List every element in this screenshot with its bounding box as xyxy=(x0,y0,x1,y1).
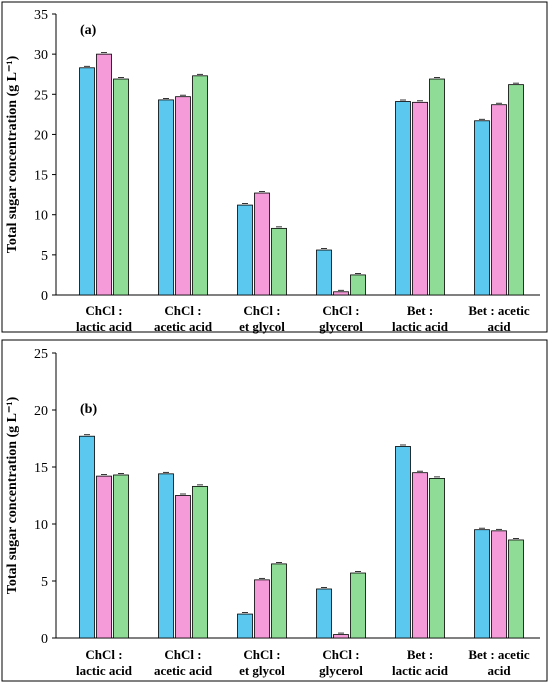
bar xyxy=(395,446,411,639)
y-tick-label: 10 xyxy=(34,518,48,533)
y-tick-label: 20 xyxy=(34,128,48,143)
bar xyxy=(333,291,349,296)
x-tick-label: ChCl : xyxy=(243,303,280,318)
y-axis-label: Total sugar concentration (g L⁻¹) xyxy=(5,55,20,253)
x-tick-label: lactic acid xyxy=(76,663,133,678)
y-tick-label: 0 xyxy=(41,289,48,304)
x-tick-label: Bet : acetic xyxy=(468,303,530,318)
y-tick-label: 0 xyxy=(41,632,48,647)
bar xyxy=(350,274,366,296)
bar xyxy=(79,67,95,296)
chart-panel-b: 0 5 10 15 20 25 Total sugar concentration (g L… xyxy=(1,339,548,682)
y-tick-label: 15 xyxy=(34,461,48,476)
y-tick-label: 35 xyxy=(34,8,48,23)
bar xyxy=(333,634,349,639)
bar xyxy=(96,53,112,296)
y-tick-label: 25 xyxy=(34,88,48,103)
x-tick-label: Bet : xyxy=(407,303,433,318)
x-tick-label: ChCl : xyxy=(322,647,359,662)
x-tick-label: lactic acid xyxy=(76,319,133,334)
bar xyxy=(316,588,332,639)
y-tick-label: 10 xyxy=(34,209,48,224)
bar xyxy=(158,99,174,296)
chart-panel-a: 0 5 10 15 20 25 30 35 Total sugar concentration … xyxy=(1,1,548,334)
bar xyxy=(316,249,332,296)
y-tick-label: 25 xyxy=(34,347,48,362)
x-tick-label: Bet : acetic xyxy=(468,647,530,662)
x-tick-label: ChCl : xyxy=(243,647,280,662)
bar xyxy=(412,472,428,639)
bar xyxy=(429,78,445,296)
x-tick-label: acid xyxy=(487,319,511,334)
y-tick-label: 20 xyxy=(34,404,48,419)
bar xyxy=(508,539,524,639)
bar xyxy=(412,101,428,296)
bar xyxy=(175,495,191,639)
y-tick-label: 15 xyxy=(34,169,48,184)
bar xyxy=(192,75,208,296)
bar xyxy=(192,485,208,639)
bar xyxy=(237,204,253,296)
bar xyxy=(491,104,507,296)
x-tick-label: ChCl : xyxy=(164,303,201,318)
x-tick-label: ChCl : xyxy=(322,303,359,318)
bar xyxy=(350,572,366,639)
bar xyxy=(508,84,524,296)
bar xyxy=(474,529,490,639)
y-tick-label: 5 xyxy=(41,575,48,590)
x-tick-label: acetic acid xyxy=(154,663,213,678)
bar xyxy=(96,475,112,639)
bar xyxy=(271,227,287,296)
bar xyxy=(158,473,174,639)
bar xyxy=(271,563,287,639)
panel-frame xyxy=(1,339,548,682)
x-tick-label: ChCl : xyxy=(164,647,201,662)
x-tick-label: glycerol xyxy=(319,663,363,678)
x-tick-label: ChCl : xyxy=(85,647,122,662)
y-tick-label: 30 xyxy=(34,48,48,63)
panel-label: (a) xyxy=(80,23,97,38)
bar xyxy=(429,477,445,639)
x-tick-label: glycerol xyxy=(319,319,363,334)
x-tick-label: ChCl : xyxy=(85,303,122,318)
x-tick-label: lactic acid xyxy=(392,663,449,678)
x-tick-label: et glycol xyxy=(239,663,285,678)
bar xyxy=(113,78,129,296)
panel-frame xyxy=(1,1,548,333)
x-tick-label: lactic acid xyxy=(392,319,449,334)
x-tick-label: Bet : xyxy=(407,647,433,662)
bar xyxy=(254,192,270,296)
x-tick-label: et glycol xyxy=(239,319,285,334)
bar xyxy=(79,435,95,639)
bar xyxy=(237,613,253,639)
bar xyxy=(491,530,507,639)
bar xyxy=(113,474,129,639)
bar xyxy=(395,101,411,296)
y-axis-label: Total sugar concentration (g L⁻¹) xyxy=(5,396,20,594)
bar xyxy=(175,96,191,296)
x-tick-label: acetic acid xyxy=(154,319,213,334)
x-tick-label: acid xyxy=(487,663,511,678)
y-tick-label: 5 xyxy=(41,249,48,264)
bar xyxy=(254,579,270,639)
panel-label: (b) xyxy=(80,402,97,417)
bar xyxy=(474,120,490,296)
